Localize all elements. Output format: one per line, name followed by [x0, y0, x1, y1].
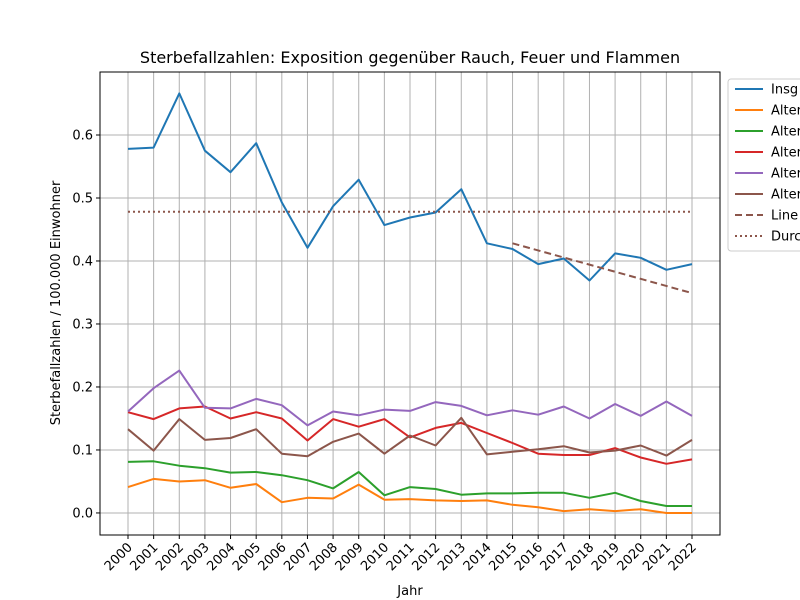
series-line-4 [127, 369, 693, 427]
y-axis-ticks: 0.0 0.1 0.2 0.3 0.4 0.5 0.6 [72, 128, 100, 521]
series-lines [127, 92, 693, 514]
legend: Insg Alter Alter Alter Alter Alter Line Durc [727, 78, 800, 252]
legend-label: Insg [771, 83, 798, 98]
legend-box [727, 78, 800, 252]
grid [100, 72, 720, 535]
series-line-1 [127, 477, 692, 514]
y-tick-label: 0.6 [72, 128, 93, 143]
series-line-5 [127, 416, 693, 458]
legend-label: Alter [771, 146, 800, 161]
legend-label: Alter [771, 104, 800, 119]
y-tick-label: 0.2 [72, 380, 93, 395]
series-line-6 [512, 242, 693, 295]
series-line-0 [127, 92, 693, 282]
y-tick-label: 0.5 [72, 191, 93, 206]
legend-label: Durc [771, 230, 800, 245]
x-axis-label: Jahr [396, 584, 423, 599]
series-line-2 [127, 460, 692, 507]
legend-label: Alter [771, 125, 800, 140]
y-tick-label: 0.0 [72, 506, 93, 521]
legend-label: Alter [771, 188, 800, 203]
chart-title: Sterbefallzahlen: Exposition gegenüber R… [140, 48, 680, 67]
y-tick-label: 0.3 [72, 317, 93, 332]
legend-label: Line [771, 209, 798, 224]
legend-label: Alter [771, 167, 800, 182]
y-tick-label: 0.1 [72, 443, 93, 458]
y-axis-label: Sterbefallzahlen / 100.000 Einwohner [49, 180, 64, 425]
y-tick-label: 0.4 [72, 254, 93, 269]
